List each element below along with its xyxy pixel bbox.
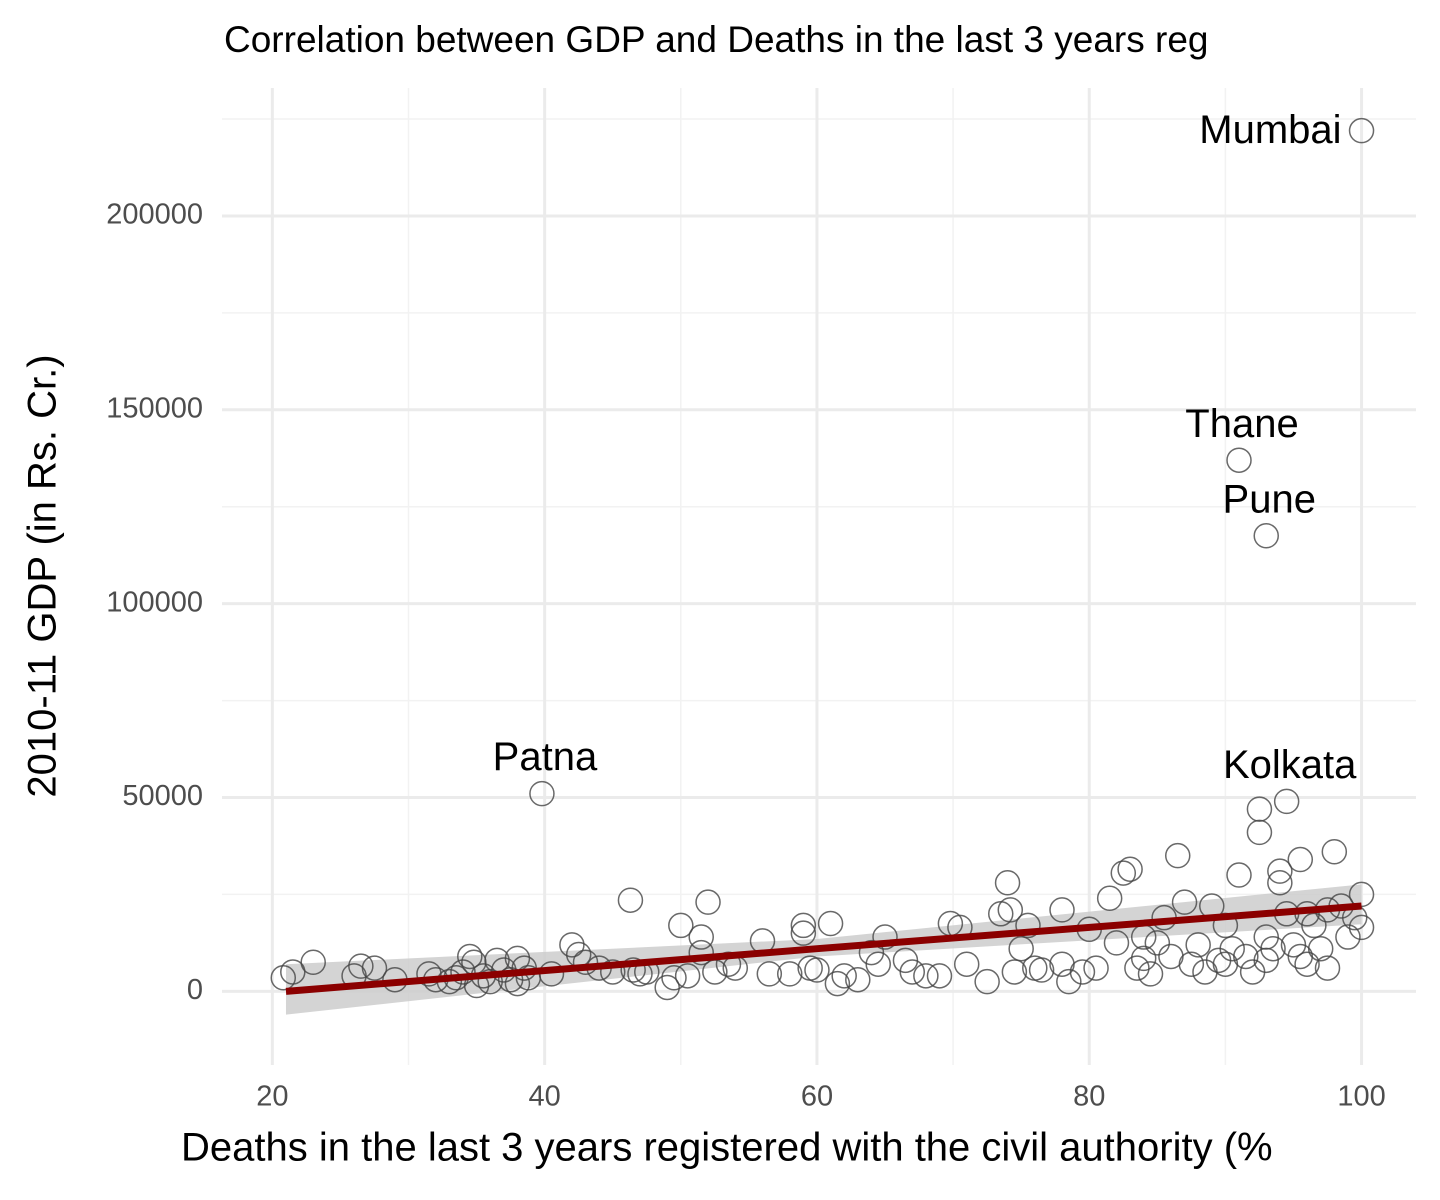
y-tick-label: 150000 bbox=[106, 392, 203, 424]
x-tick-label: 40 bbox=[529, 1081, 561, 1113]
point bbox=[1001, 959, 1028, 985]
point bbox=[1348, 914, 1375, 941]
point bbox=[1083, 955, 1109, 981]
point bbox=[1301, 912, 1327, 939]
point bbox=[1307, 935, 1334, 962]
point bbox=[1117, 856, 1143, 882]
point bbox=[559, 932, 585, 958]
point bbox=[688, 939, 714, 966]
point bbox=[715, 951, 742, 977]
y-tick-label: 50000 bbox=[122, 780, 203, 812]
point bbox=[1124, 955, 1150, 981]
point bbox=[1287, 846, 1314, 873]
point bbox=[776, 961, 803, 987]
point bbox=[831, 963, 857, 989]
point bbox=[668, 912, 694, 939]
point bbox=[817, 910, 844, 937]
point bbox=[872, 924, 898, 950]
point bbox=[1267, 870, 1293, 896]
y-tick-label: 100000 bbox=[106, 586, 203, 618]
point bbox=[1260, 935, 1286, 962]
x-tick-label: 100 bbox=[1337, 1081, 1385, 1113]
point bbox=[1178, 951, 1205, 977]
x-tick-label: 80 bbox=[1073, 1081, 1105, 1113]
point bbox=[1069, 959, 1096, 985]
point bbox=[688, 924, 714, 950]
point bbox=[674, 963, 701, 989]
annotation: Patna bbox=[493, 735, 598, 779]
point bbox=[1056, 968, 1082, 995]
y-tick-label: 200000 bbox=[106, 199, 203, 231]
point bbox=[1273, 788, 1300, 815]
point bbox=[1219, 935, 1245, 962]
annotation: Pune bbox=[1223, 477, 1316, 521]
point bbox=[572, 949, 599, 976]
point bbox=[1253, 523, 1279, 549]
point bbox=[1233, 943, 1259, 970]
point bbox=[953, 951, 980, 977]
point bbox=[1164, 842, 1191, 869]
point bbox=[529, 780, 555, 807]
point bbox=[899, 959, 926, 985]
point bbox=[1103, 930, 1130, 956]
point bbox=[913, 963, 939, 989]
point bbox=[824, 970, 851, 997]
chart-title: Correlation between GDP and Deaths in th… bbox=[224, 19, 1208, 60]
point bbox=[1171, 889, 1198, 915]
trend-line bbox=[285, 902, 1362, 995]
point bbox=[1049, 897, 1075, 923]
point bbox=[1294, 951, 1320, 977]
point bbox=[1321, 839, 1348, 865]
point bbox=[1335, 924, 1361, 950]
point bbox=[997, 897, 1024, 923]
point bbox=[1185, 932, 1211, 958]
point bbox=[1246, 796, 1273, 822]
point bbox=[654, 974, 680, 1001]
y-tick-label: 0 bbox=[187, 974, 203, 1006]
point bbox=[1314, 955, 1341, 981]
point bbox=[450, 959, 476, 985]
point bbox=[661, 965, 687, 991]
point bbox=[1008, 935, 1034, 962]
point bbox=[845, 966, 871, 993]
point bbox=[695, 889, 721, 915]
x-tick-label: 20 bbox=[256, 1081, 288, 1113]
point bbox=[1096, 885, 1123, 912]
point bbox=[620, 957, 646, 983]
x-tick-label: 60 bbox=[801, 1081, 833, 1113]
point bbox=[974, 968, 1000, 995]
point bbox=[1348, 117, 1375, 144]
point bbox=[790, 920, 817, 946]
point bbox=[1267, 858, 1293, 884]
point bbox=[280, 959, 306, 985]
point bbox=[457, 943, 483, 970]
annotation: Mumbai bbox=[1199, 108, 1341, 152]
point bbox=[617, 887, 644, 913]
point bbox=[804, 957, 830, 983]
y-axis-label: 2010-11 GDP (in Rs. Cr.) bbox=[21, 354, 65, 797]
point bbox=[865, 951, 891, 977]
point bbox=[1137, 961, 1164, 987]
point bbox=[1110, 860, 1137, 886]
point bbox=[348, 953, 374, 979]
point bbox=[1028, 957, 1055, 983]
point bbox=[994, 870, 1021, 896]
point bbox=[926, 963, 953, 989]
point bbox=[1246, 819, 1273, 846]
point bbox=[1130, 945, 1157, 972]
point bbox=[1226, 447, 1252, 473]
point bbox=[1144, 930, 1171, 956]
point bbox=[1226, 862, 1252, 888]
point bbox=[599, 959, 626, 985]
point bbox=[790, 912, 817, 939]
annotation: Thane bbox=[1185, 402, 1298, 446]
point bbox=[1015, 912, 1041, 939]
point bbox=[756, 961, 783, 987]
x-axis-label: Deaths in the last 3 years registered wi… bbox=[181, 1126, 1273, 1170]
point bbox=[300, 949, 326, 976]
annotation: Kolkata bbox=[1223, 743, 1357, 787]
point bbox=[361, 955, 388, 981]
